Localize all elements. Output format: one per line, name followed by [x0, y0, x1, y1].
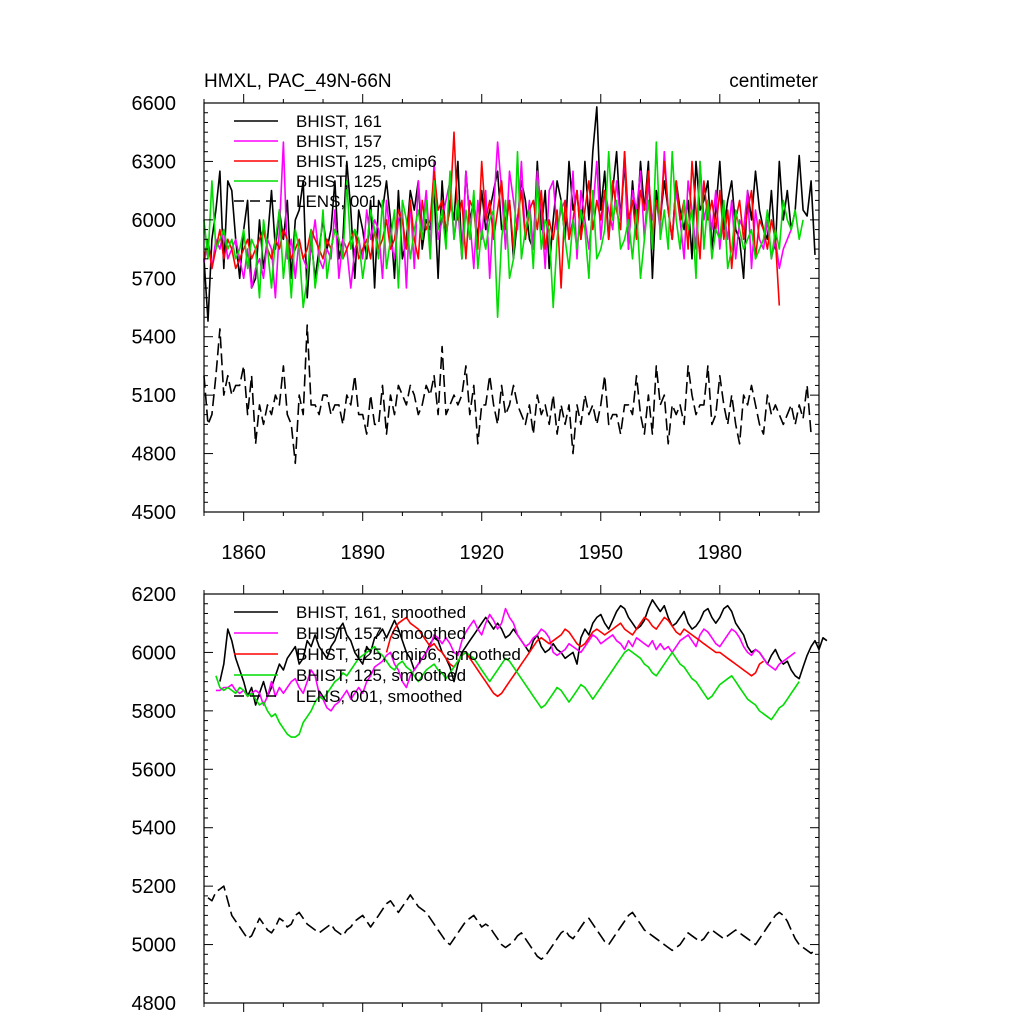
series-line-3: [215, 645, 800, 738]
y-tick-label: 5600: [132, 759, 177, 781]
y-tick-label: 5000: [132, 935, 177, 957]
y-tick-label: 6000: [132, 642, 177, 664]
x-tick-label: 1890: [340, 542, 385, 564]
legend-label: BHIST, 157, smoothed: [296, 624, 466, 643]
series-line-2: [385, 616, 764, 698]
y-tick-label: 4800: [132, 993, 177, 1015]
y-tick-label: 5400: [132, 818, 177, 840]
y-tick-label: 4800: [132, 444, 177, 466]
x-tick-label: 1920: [459, 542, 504, 564]
legend-label: BHIST, 125, cmip6: [296, 152, 437, 171]
y-tick-label: 5700: [132, 268, 177, 290]
y-tick-label: 5400: [132, 327, 177, 349]
series-group: [203, 106, 816, 465]
y-tick-label: 4500: [132, 502, 177, 524]
x-tick-label: 1950: [579, 542, 624, 564]
panel-annual: 4500 4800 5100 5400 5700 6000 6300 6600 1860 1890…: [132, 93, 820, 564]
legend-label: BHIST, 125: [296, 172, 382, 191]
series-line-3: [203, 141, 804, 319]
panel-smoothed: 4800 5000 5200 5400 5600 5800 6000 6200 BHIST, 1…: [132, 584, 828, 1015]
legend-label: BHIST, 157: [296, 132, 382, 151]
chart-title: HMXL, PAC_49N-66N: [204, 71, 392, 92]
series-group: [207, 598, 828, 961]
legend-label: BHIST, 125, smoothed: [296, 666, 466, 685]
y-tick-label: 6300: [132, 151, 177, 173]
legend-label: BHIST, 125, cmip6, smoothed: [296, 645, 521, 664]
x-tick-label: 1980: [698, 542, 743, 564]
series-line-4: [203, 324, 812, 465]
legend-label: BHIST, 161, smoothed: [296, 603, 466, 622]
y-tick-label: 6000: [132, 210, 177, 232]
y-tick-label: 5800: [132, 701, 177, 723]
legend-label: LENS, 001, smoothed: [296, 687, 462, 706]
y-tick-label: 5100: [132, 385, 177, 407]
series-line-4: [207, 885, 816, 961]
y-tick-label: 5200: [132, 876, 177, 898]
y-tick-label: 6200: [132, 584, 177, 606]
y-tick-label: 6600: [132, 93, 177, 115]
legend-label: BHIST, 161: [296, 112, 382, 131]
legend: BHIST, 161, smoothed BHIST, 157, smoothed…: [234, 603, 521, 706]
units-label: centimeter: [729, 71, 818, 92]
legend-label: LENS, 001: [296, 192, 378, 211]
x-tick-label: 1860: [221, 542, 266, 564]
